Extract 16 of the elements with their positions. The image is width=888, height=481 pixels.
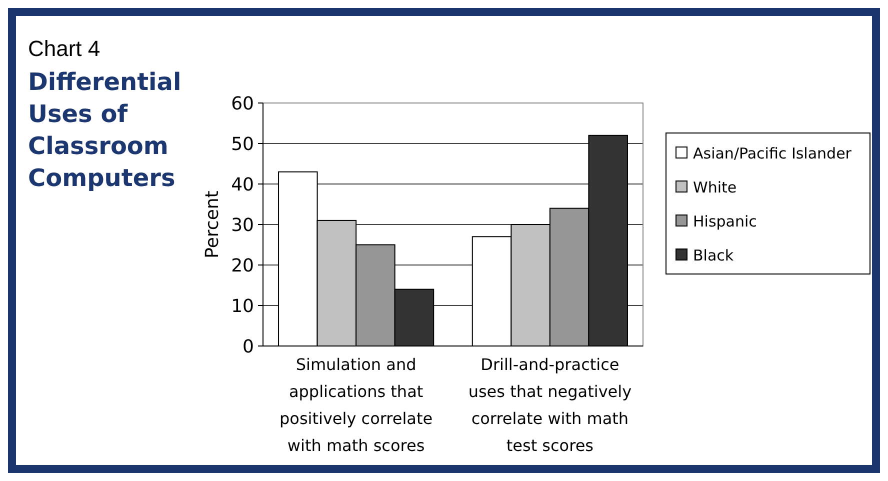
x-tick-label: Simulation and applications that positively correlate with math scores (280, 355, 433, 455)
y-tick-label: 0 (242, 336, 254, 358)
text: Chart 4 (28, 36, 100, 61)
y-axis-title: Percent (202, 190, 223, 258)
text: Differential Uses of Classroom Computers (28, 68, 182, 192)
x-tick-label: Drill-and-practice uses that negatively correlate with math test scores (468, 355, 632, 455)
y-tick-label: 40 (231, 174, 254, 196)
y-tick-label: 60 (231, 93, 254, 114)
y-tick-label: 50 (231, 134, 254, 155)
legend-label: Asian/Pacific Islander (693, 144, 852, 162)
y-tick-label: 10 (231, 296, 254, 317)
legend-label: Hispanic (693, 212, 757, 230)
legend-label: Black (693, 246, 734, 264)
y-tick-label: 30 (231, 214, 254, 236)
legend-label: White (693, 178, 737, 196)
y-tick-label: 20 (231, 255, 254, 276)
